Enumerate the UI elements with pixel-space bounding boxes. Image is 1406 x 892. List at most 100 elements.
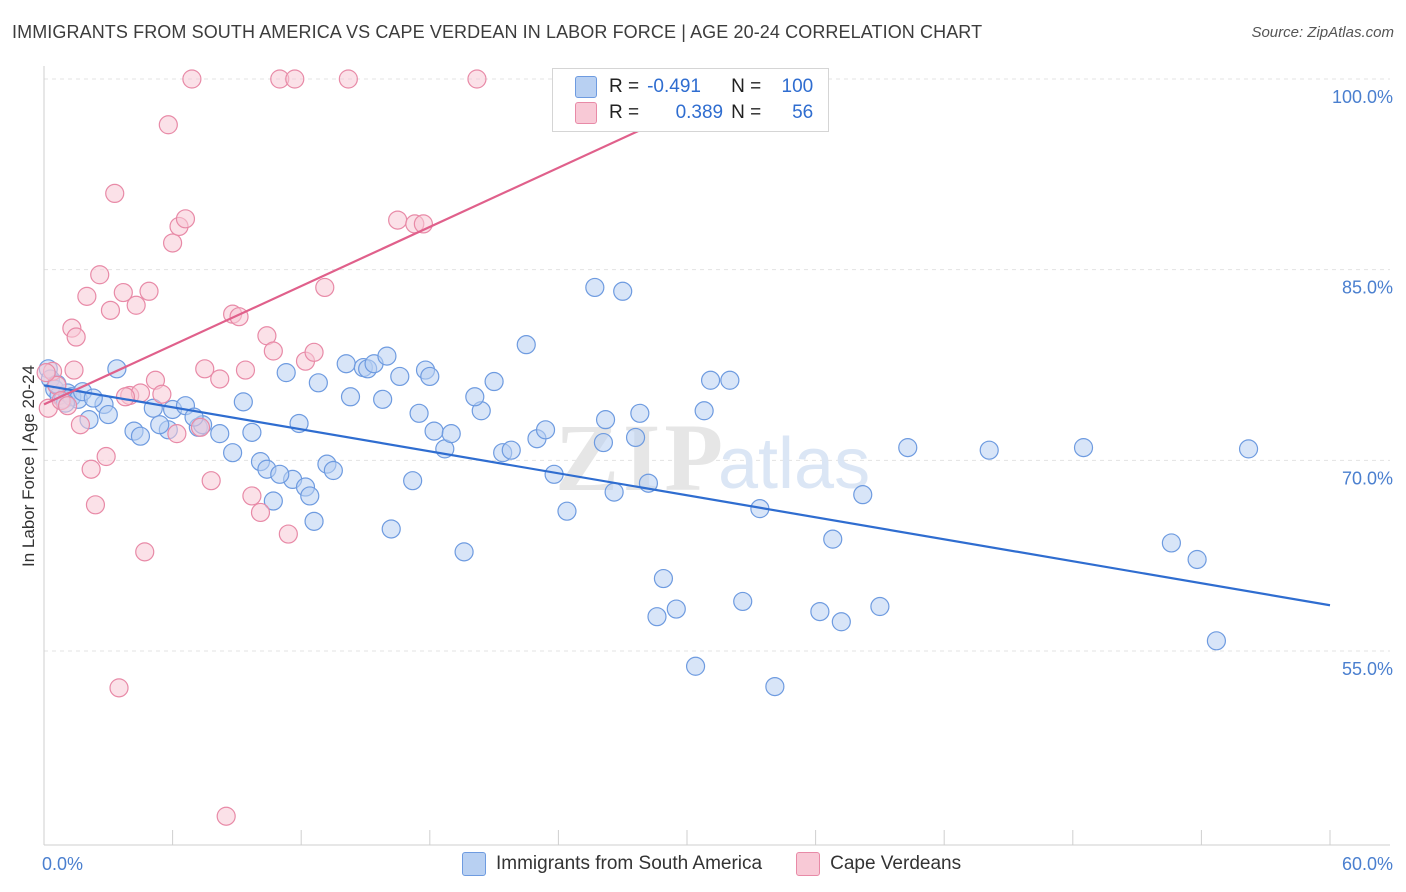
data-point-cape-verdean: [115, 387, 136, 407]
data-point-south-america: [270, 464, 290, 484]
data-point-cape-verdean: [210, 369, 230, 389]
data-point-cape-verdean: [135, 542, 155, 562]
data-point-south-america: [979, 440, 999, 460]
data-point-south-america: [441, 424, 461, 444]
data-point-south-america: [831, 612, 851, 632]
data-point-cape-verdean: [263, 341, 283, 361]
data-point-cape-verdean: [163, 233, 183, 253]
legend-n-value: 100: [781, 76, 814, 97]
data-point-south-america: [300, 486, 320, 506]
legend-label: Immigrants from South America: [496, 853, 763, 874]
data-point-south-america: [150, 415, 170, 435]
watermark: ZIP atlas: [555, 404, 870, 511]
data-point-cape-verdean: [152, 384, 172, 404]
data-point-cape-verdean: [190, 417, 211, 437]
legend-n-value: 56: [792, 102, 814, 123]
trend-lines: [43, 78, 1331, 607]
data-point-south-america: [647, 607, 667, 627]
data-point-south-america: [720, 370, 740, 390]
legend-swatch-blue: [462, 852, 486, 876]
data-point-south-america: [420, 366, 440, 387]
data-point-south-america: [733, 591, 753, 612]
data-point-cape-verdean: [96, 446, 116, 467]
data-point-cape-verdean: [242, 486, 262, 506]
data-point-cape-verdean: [57, 396, 78, 416]
data-point-south-america: [304, 511, 324, 531]
data-point-south-america: [516, 335, 536, 355]
data-point-south-america: [595, 410, 616, 430]
data-point-south-america: [604, 482, 624, 502]
legend-row-blue: R = -0.491 N = 100: [575, 74, 813, 100]
legend-item-south-america: Immigrants from South America: [462, 852, 762, 876]
y-tick-label: 85.0%: [1342, 278, 1393, 298]
data-point-south-america: [130, 426, 151, 446]
data-point-south-america: [233, 392, 253, 412]
data-point-south-america: [898, 438, 918, 458]
data-point-cape-verdean: [90, 265, 110, 285]
legend-r-value: 0.389: [675, 102, 724, 123]
legend-swatch-blue: [575, 76, 597, 98]
data-point-cape-verdean: [105, 183, 125, 203]
data-point-south-america: [465, 387, 485, 407]
data-point-cape-verdean: [139, 281, 159, 301]
legend-r-value: -0.491: [647, 76, 701, 97]
data-point-south-america: [424, 421, 444, 441]
data-point-cape-verdean: [175, 209, 196, 229]
data-point-south-america: [454, 542, 474, 562]
data-point-south-america: [1238, 439, 1259, 459]
data-point-south-america: [694, 401, 714, 421]
data-point-south-america: [685, 656, 706, 676]
data-point-cape-verdean: [85, 495, 106, 515]
tick-labels: 55.0% 70.0% 85.0% 100.0% 0.0% 60.0%: [42, 87, 1393, 874]
legend-n-label: N =: [731, 76, 762, 97]
correlation-legend: R = -0.491 N = 100 R = 0.389 N = 56: [552, 68, 829, 132]
data-point-cape-verdean: [315, 277, 335, 298]
legend-r-label: R =: [609, 76, 640, 97]
data-point-cape-verdean: [388, 210, 408, 230]
data-point-cape-verdean: [167, 424, 187, 444]
y-axis-label: In Labor Force | Age 20-24: [19, 365, 38, 567]
data-point-south-america: [484, 371, 504, 392]
data-point-south-america: [1073, 438, 1094, 458]
data-point-cape-verdean: [81, 459, 101, 479]
data-point-south-america: [765, 676, 785, 697]
source-label: Source: ZipAtlas.com: [1251, 24, 1394, 41]
legend-label: Cape Verdeans: [830, 853, 962, 874]
data-point-cape-verdean: [467, 69, 487, 89]
data-point-south-america: [666, 599, 686, 619]
data-point-south-america: [381, 519, 401, 539]
data-point-south-america: [210, 424, 230, 444]
y-tick-label: 100.0%: [1332, 87, 1393, 107]
data-point-south-america: [263, 491, 283, 511]
data-point-cape-verdean: [201, 471, 221, 491]
data-point-cape-verdean: [278, 524, 298, 544]
data-point-south-america: [223, 443, 243, 463]
data-point-south-america: [823, 529, 843, 549]
data-point-south-america: [323, 460, 343, 481]
data-point-south-america: [1161, 533, 1181, 553]
data-point-south-america: [403, 471, 423, 491]
trend-line-cape-verdean: [43, 78, 752, 406]
data-point-cape-verdean: [77, 286, 97, 306]
watermark-atlas: atlas: [718, 424, 870, 504]
data-point-south-america: [810, 601, 830, 622]
data-point-cape-verdean: [109, 678, 129, 698]
legend-r-label: R =: [609, 102, 640, 123]
data-point-cape-verdean: [158, 115, 178, 135]
y-tick-label: 70.0%: [1342, 468, 1393, 488]
data-point-south-america: [535, 420, 556, 440]
data-point-south-america: [1187, 549, 1207, 570]
data-point-cape-verdean: [70, 415, 91, 435]
data-point-cape-verdean: [64, 360, 84, 380]
data-point-south-america: [336, 354, 356, 374]
data-point-cape-verdean: [285, 69, 305, 89]
x-tick-label: 60.0%: [1342, 854, 1393, 874]
legend-item-cape-verdeans: Cape Verdeans: [796, 852, 961, 876]
data-point-south-america: [1206, 631, 1227, 651]
data-point-south-america: [377, 346, 397, 366]
legend-swatch-pink: [796, 852, 821, 876]
data-point-cape-verdean: [235, 360, 256, 380]
data-point-south-america: [625, 427, 646, 448]
data-point-south-america: [242, 422, 262, 442]
